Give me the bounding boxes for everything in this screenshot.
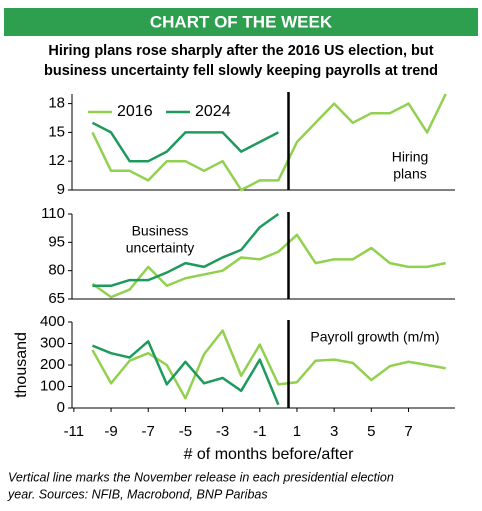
y-tick-label: 400 (40, 313, 65, 330)
y-tick-label: 100 (40, 377, 65, 394)
series-line (91, 329, 446, 400)
y-tick-label: 65 (48, 290, 65, 307)
x-tick-label: -9 (104, 423, 117, 440)
legend-label: 2024 (195, 103, 231, 120)
y-tick-label: 200 (40, 356, 65, 373)
x-tick-label: -5 (179, 423, 192, 440)
series-line (91, 233, 446, 299)
x-tick-label: 3 (330, 423, 338, 440)
x-tick-label: -1 (253, 423, 266, 440)
y-tick-label: 300 (40, 334, 65, 351)
y-tick-label: 0 (57, 399, 65, 416)
header: CHART OF THE WEEK (150, 12, 333, 31)
x-tick-label: -11 (64, 423, 85, 440)
x-tick-label: 5 (367, 423, 375, 440)
title-line: business uncertainty fell slowly keeping… (44, 63, 438, 79)
y-tick-label: 80 (48, 262, 65, 279)
y-tick-label: 12 (48, 152, 65, 169)
x-tick-label: 7 (404, 423, 412, 440)
x-tick-label: -7 (142, 423, 155, 440)
y-tick-label: 9 (57, 181, 65, 198)
x-tick-label: 1 (293, 423, 301, 440)
annotation: plans (393, 166, 426, 182)
footnote: year. Sources: NFIB, Macrobond, BNP Pari… (7, 487, 268, 501)
annotation: uncertainty (126, 240, 194, 256)
series-line (91, 93, 447, 192)
y-tick-label: 18 (48, 95, 65, 112)
x-axis-label: # of months before/after (184, 446, 355, 463)
header-bar (4, 8, 478, 36)
annotation: Payroll growth (m/m) (310, 329, 439, 345)
y-tick-label: 110 (41, 205, 65, 222)
y-axis-label: thousand (13, 332, 30, 398)
footnote: Vertical line marks the November release… (8, 470, 394, 484)
y-tick-label: 95 (48, 233, 65, 250)
annotation: Hiring (392, 149, 429, 165)
title-line: Hiring plans rose sharply after the 2016… (48, 43, 433, 59)
annotation: Business (132, 223, 189, 239)
series-line (91, 121, 279, 163)
series-line (91, 340, 280, 406)
x-tick-label: -3 (216, 423, 229, 440)
y-tick-label: 15 (48, 123, 65, 140)
legend-label: 2016 (117, 103, 153, 120)
series-line (92, 212, 280, 288)
